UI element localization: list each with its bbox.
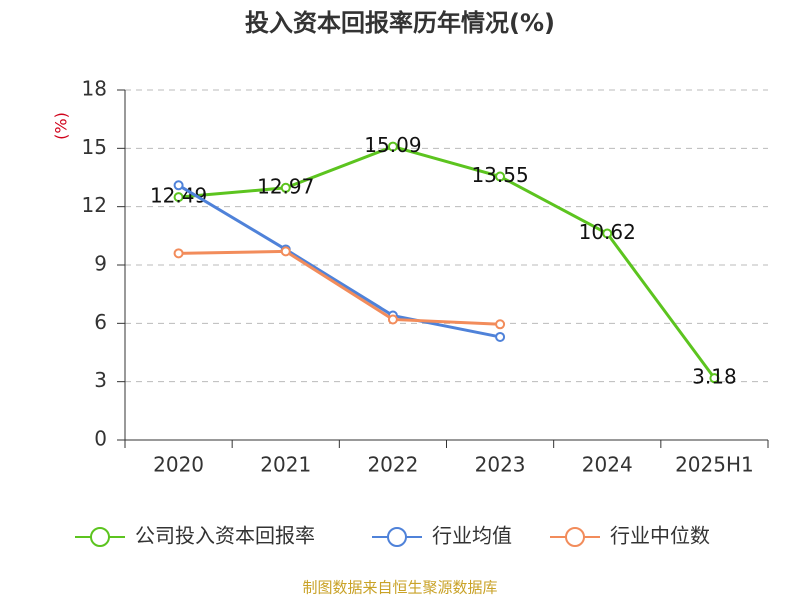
data-point bbox=[495, 331, 506, 342]
data-point bbox=[709, 373, 720, 384]
x-tick-label: 2025H1 bbox=[675, 453, 754, 477]
x-tick-label: 2023 bbox=[475, 453, 526, 477]
y-axis-label: (%) bbox=[52, 112, 71, 140]
y-tick-label: 18 bbox=[82, 77, 107, 101]
data-label: 10.62 bbox=[579, 220, 636, 244]
legend-label: 公司投入资本回报率 bbox=[135, 524, 315, 548]
data-point bbox=[280, 246, 291, 257]
x-tick-label: 2022 bbox=[367, 453, 418, 477]
series-line bbox=[177, 183, 501, 339]
chart-title: 投入资本回报率历年情况(%) bbox=[245, 9, 555, 37]
legend-marker bbox=[387, 527, 407, 547]
legend-marker bbox=[90, 527, 110, 547]
y-tick-label: 12 bbox=[82, 193, 107, 217]
data-label: 12.97 bbox=[257, 174, 314, 198]
x-tick-label: 2024 bbox=[582, 453, 633, 477]
data-label: 13.55 bbox=[471, 163, 528, 187]
data-point bbox=[495, 319, 506, 330]
x-tick-label: 2020 bbox=[153, 453, 204, 477]
legend-marker bbox=[565, 527, 585, 547]
data-point bbox=[173, 180, 184, 191]
data-label: 15.09 bbox=[364, 133, 421, 157]
legend-label: 行业中位数 bbox=[610, 524, 710, 548]
data-label: 3.18 bbox=[692, 365, 737, 389]
data-point bbox=[495, 171, 506, 182]
data-point bbox=[173, 248, 184, 259]
data-point bbox=[602, 228, 613, 239]
data-point bbox=[280, 182, 291, 193]
series-line bbox=[178, 249, 501, 326]
data-point bbox=[173, 192, 184, 203]
y-tick-label: 9 bbox=[94, 252, 107, 276]
y-tick-label: 6 bbox=[94, 310, 107, 334]
source-note: 制图数据来自恒生聚源数据库 bbox=[302, 579, 497, 597]
y-tick-label: 3 bbox=[94, 368, 107, 392]
data-point bbox=[387, 314, 398, 325]
y-tick-label: 15 bbox=[82, 135, 107, 159]
x-tick-label: 2021 bbox=[260, 453, 311, 477]
y-tick-label: 0 bbox=[94, 427, 107, 451]
data-point bbox=[387, 141, 398, 152]
legend-label: 行业均值 bbox=[432, 524, 512, 548]
series-line bbox=[178, 145, 716, 380]
